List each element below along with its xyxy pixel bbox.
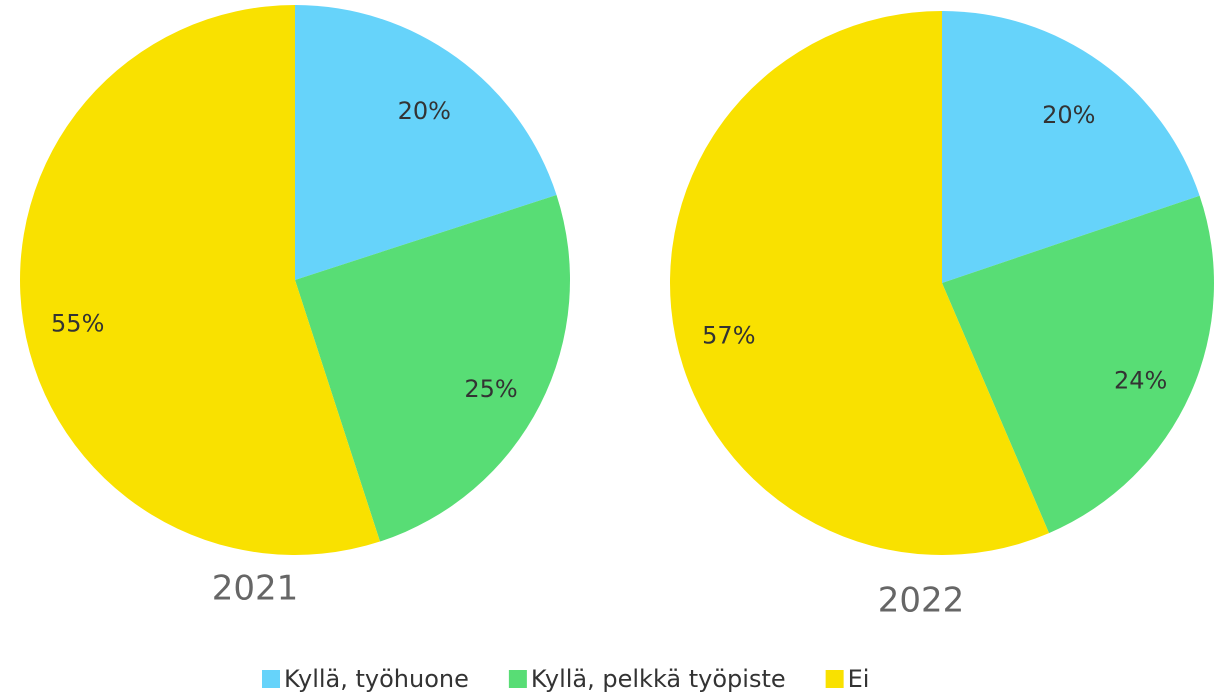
legend-swatch bbox=[262, 670, 280, 688]
legend-label: Ei bbox=[848, 665, 870, 693]
legend-swatch bbox=[508, 670, 527, 688]
pie-slice bbox=[942, 195, 1214, 534]
data-label: 25% bbox=[464, 375, 517, 403]
chart-title: 2021 bbox=[212, 569, 299, 609]
data-label: 20% bbox=[1042, 101, 1095, 129]
pie-slice bbox=[942, 11, 1200, 283]
data-label: 24% bbox=[1114, 367, 1167, 395]
pie-slice bbox=[295, 5, 557, 280]
pie-slice bbox=[295, 195, 570, 542]
pie-slice bbox=[669, 11, 1050, 556]
data-label: 20% bbox=[398, 97, 451, 125]
chart-title: 2022 bbox=[878, 581, 965, 621]
pie-slice bbox=[19, 5, 380, 555]
legend-swatch bbox=[825, 670, 844, 688]
data-label: 57% bbox=[702, 322, 755, 350]
legend-label: Kyllä, työhuone bbox=[284, 665, 469, 693]
data-label: 55% bbox=[51, 309, 104, 337]
legend-label: Kyllä, pelkkä työpiste bbox=[531, 665, 786, 693]
